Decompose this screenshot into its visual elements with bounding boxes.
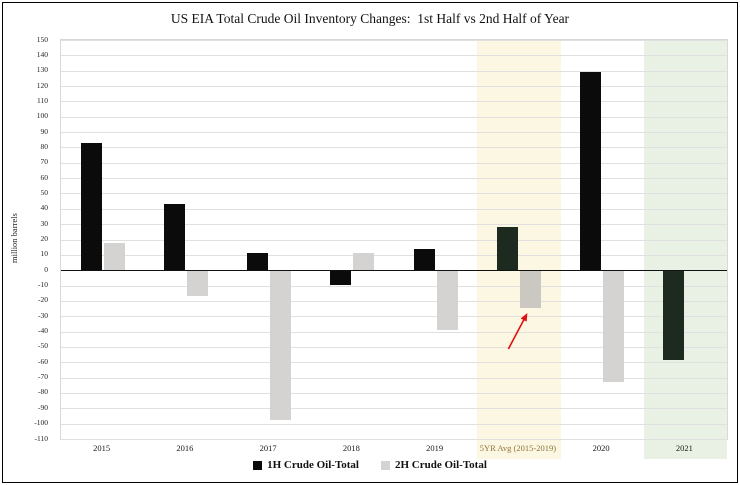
y-tick-label: 30: [40, 218, 49, 228]
bar-2h-2020: [603, 271, 625, 382]
legend-label-1h: 1H Crude Oil-Total: [267, 459, 359, 471]
gridline: [61, 331, 727, 333]
bar-2h-2019: [436, 271, 458, 330]
y-tick-label: -20: [38, 295, 48, 305]
y-tick-label: 50: [40, 187, 49, 197]
legend-item-1h: 1H Crude Oil-Total: [253, 459, 359, 471]
y-tick-label: -40: [38, 326, 48, 336]
chart-title: US EIA Total Crude Oil Inventory Changes…: [170, 11, 570, 26]
y-tick-label: 90: [40, 126, 49, 136]
legend: 1H Crude Oil-Total 2H Crude Oil-Total: [3, 459, 737, 471]
y-tick-label: 0: [44, 264, 48, 274]
y-tick-label: 80: [40, 141, 49, 151]
gridline: [61, 132, 727, 134]
gridline: [61, 40, 727, 41]
bar-2h-2018: [353, 253, 375, 271]
gridline: [61, 116, 727, 118]
y-tick-label: 10: [40, 249, 49, 259]
gridline: [61, 254, 727, 256]
y-tick-label: 110: [37, 95, 48, 105]
gridline: [61, 439, 727, 440]
gridline: [61, 193, 727, 195]
bar-1h-2015: [80, 142, 102, 271]
y-tick-label: 130: [36, 65, 48, 75]
gridline: [61, 316, 727, 318]
y-tick-label: -80: [38, 387, 48, 397]
y-tick-label: 100: [36, 111, 48, 121]
gridline: [61, 300, 727, 302]
gridline: [61, 423, 727, 425]
y-tick-label: -100: [34, 418, 48, 428]
bar-2h-2016: [186, 271, 208, 296]
y-tick-label: -90: [38, 402, 48, 412]
bar-1h-2017: [247, 253, 269, 271]
gridline: [61, 208, 727, 210]
y-tick-label: 40: [40, 203, 49, 213]
x-axis-label: 2015: [93, 443, 111, 453]
y-tick-label: -70: [38, 372, 48, 382]
gridline: [61, 285, 727, 287]
y-tick-label: 150: [36, 34, 48, 44]
x-axis-label: 2021: [675, 443, 693, 453]
x-axis-label: 2017: [259, 443, 277, 453]
gridline: [61, 224, 727, 226]
gridline: [61, 147, 727, 149]
y-tick-label: 140: [36, 49, 48, 59]
x-axis-label: 2020: [592, 443, 610, 453]
legend-swatch-1h: [253, 460, 263, 470]
x-axis-label: 5YR Avg (2015-2019): [479, 443, 557, 453]
bar-1h-2021: [663, 271, 685, 361]
gridline: [61, 239, 727, 241]
gridline: [61, 408, 727, 410]
x-axis-labels: 2015 2016 2017 2018 2019 5YR Avg (2015-2019) 2…: [60, 443, 726, 457]
gridline: [61, 392, 727, 394]
bar-1h-2019: [413, 248, 435, 271]
highlight-band: [477, 40, 561, 459]
bar-1h-5yr-avg-(2015-2019): [496, 227, 518, 271]
gridline: [61, 55, 727, 57]
bar-2h-5yr-avg-(2015-2019): [519, 271, 541, 309]
gridline: [61, 70, 727, 72]
x-axis-label: 2016: [176, 443, 194, 453]
gridline: [61, 346, 727, 348]
y-tick-label: -10: [38, 280, 48, 290]
y-tick-label: -110: [34, 433, 48, 443]
legend-item-2h: 2H Crude Oil-Total: [381, 459, 487, 471]
plot-area: [60, 39, 728, 459]
y-tick-label: 120: [36, 80, 48, 90]
bar-2h-2017: [270, 271, 292, 421]
bar-1h-2020: [580, 72, 602, 271]
y-tick-label: -60: [38, 356, 48, 366]
zero-axis-line: [61, 270, 727, 272]
y-axis-tick-labels: 150 140 130 120 110 100 90 80 70 60 50 40 30 20 10 0 -10…: [3, 35, 54, 443]
y-tick-label: -30: [38, 310, 48, 320]
gridline: [61, 178, 727, 180]
legend-swatch-2h: [381, 460, 390, 470]
legend-label-2h: 2H Crude Oil-Total: [395, 459, 487, 471]
bar-1h-2016: [163, 204, 185, 271]
gridline: [61, 86, 727, 88]
y-tick-label: -50: [38, 341, 48, 351]
bar-1h-2018: [330, 271, 352, 285]
bar-2h-2015: [103, 242, 125, 271]
gridline: [61, 362, 727, 364]
x-axis-label: 2018: [342, 443, 360, 453]
y-tick-label: 20: [40, 234, 49, 243]
x-axis-label: 2019: [426, 443, 444, 453]
y-tick-label: 70: [40, 157, 49, 167]
gridline: [61, 101, 727, 103]
gridline: [61, 377, 727, 379]
highlight-band: [643, 40, 727, 459]
gridline: [61, 162, 727, 164]
y-tick-label: 60: [40, 172, 49, 182]
